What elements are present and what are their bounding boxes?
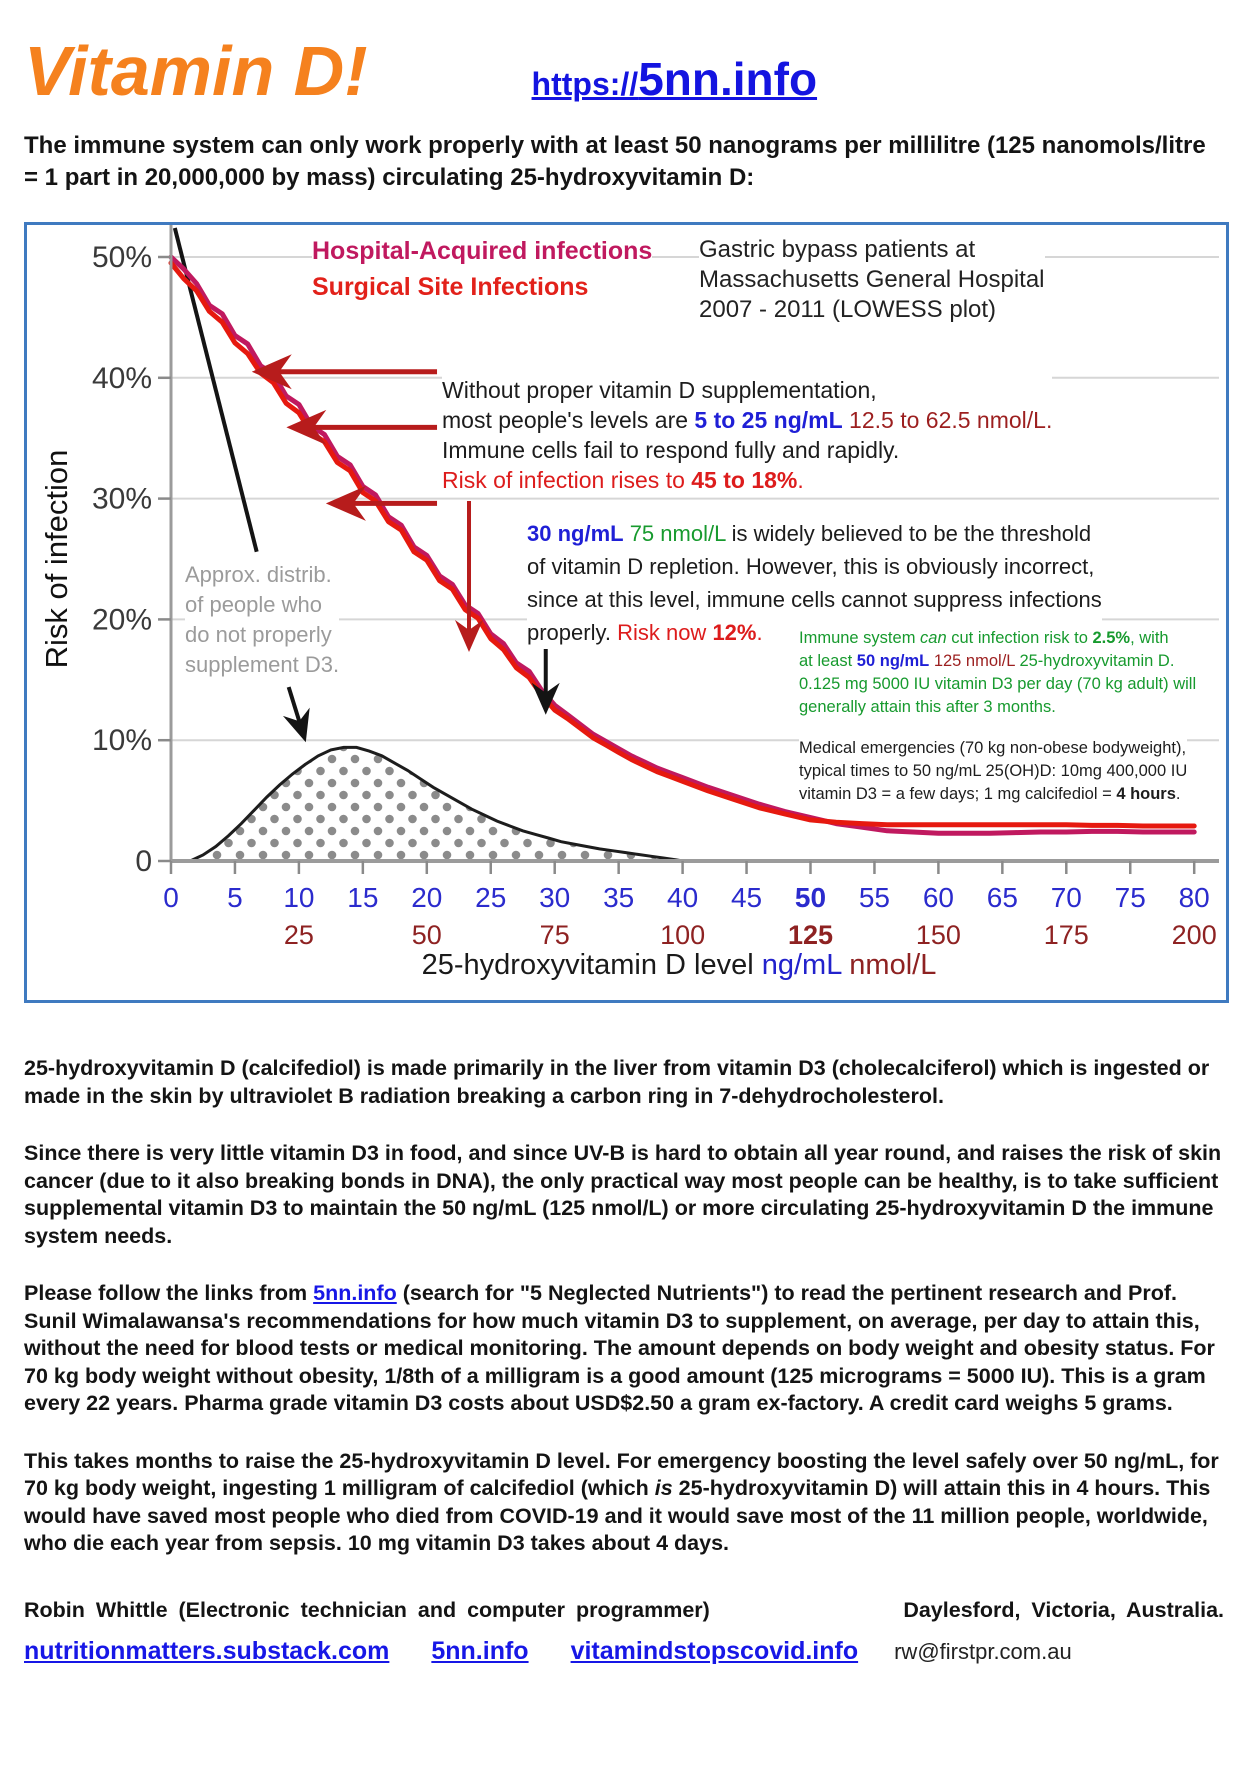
x-tick-ng: 70 <box>1051 882 1082 913</box>
chart-source-note: Gastric bypass patients at Massachusetts… <box>699 235 1045 325</box>
x-tick-nmol: 50 <box>412 920 442 950</box>
y-tick-label: 50% <box>92 241 152 274</box>
legend-hospital-acquired: Hospital-Acquired infections <box>312 237 653 266</box>
url-prefix: https:// <box>531 66 639 102</box>
x-tick-ng: 55 <box>859 882 890 913</box>
x-tick-ng: 15 <box>347 882 378 913</box>
distribution-layer <box>189 745 683 863</box>
x-tick-ng: 60 <box>923 882 954 913</box>
x-tick-ng: 5 <box>227 882 243 913</box>
x-tick-ng: 35 <box>603 882 634 913</box>
annotation-immune-system-green: Immune system can cut infection risk to … <box>799 627 1197 719</box>
infection-risk-chart: 0 10% 20% 30% 40% 50% 0 5 10 15 20 25 30 35 40 45 50 55 60… <box>24 222 1229 1003</box>
link-5nn-footer[interactable]: 5nn.info <box>431 1636 529 1665</box>
y-tick-label: 20% <box>92 603 152 636</box>
y-tick-label: 10% <box>92 724 152 757</box>
legend-surgical-site: Surgical Site Infections <box>312 273 589 302</box>
x-tick-nmol: 100 <box>660 920 705 950</box>
x-tick-nmol: 75 <box>540 920 570 950</box>
author-name: Robin Whittle (Electronic technician and… <box>24 1597 710 1622</box>
x-tick-nmol: 150 <box>916 920 961 950</box>
x-tick-ng: 30 <box>539 882 570 913</box>
x-tick-ng: 40 <box>667 882 698 913</box>
annotation-arrow-6 <box>282 686 310 743</box>
x-tick-nmol: 125 <box>788 920 833 950</box>
author-line: Robin Whittle (Electronic technician and… <box>24 1598 1224 1623</box>
tick-labels: 0 10% 20% 30% 40% 50% 0 5 10 15 20 25 30 35 40 45 50 55 60… <box>92 241 1217 950</box>
x-tick-nmol: 25 <box>284 920 314 950</box>
chart-canvas: 0 10% 20% 30% 40% 50% 0 5 10 15 20 25 30 35 40 45 50 55 60… <box>92 225 1219 950</box>
x-tick-ng: 80 <box>1179 882 1210 913</box>
axes <box>169 225 1219 863</box>
annotation-distribution-label: Approx. distrib. of people who do not pr… <box>185 560 340 680</box>
x-tick-ng: 75 <box>1115 882 1146 913</box>
annotation-without-supplementation: Without proper vitamin D supplementation… <box>442 375 1053 495</box>
paragraph-supplementation: Since there is very little vitamin D3 in… <box>24 1141 1222 1248</box>
y-tick-label: 0 <box>135 845 152 878</box>
page-title: Vitamin D! <box>24 32 368 110</box>
x-tick-ng: 25 <box>475 882 506 913</box>
x-axis-title: 25-hydroxyvitamin D level ng/mL nmol/L <box>421 949 937 981</box>
paragraph-emergency-boosting: This takes months to raise the 25-hydrox… <box>24 1448 1219 1556</box>
email-address: rw@firstpr.com.au <box>894 1638 1072 1664</box>
intro-text: The immune system can only work properly… <box>24 132 1206 191</box>
y-tick-label: 40% <box>92 362 152 395</box>
paragraph-calcifediol: 25-hydroxyvitamin D (calcifediol) is mad… <box>24 1056 1210 1108</box>
link-nutritionmatters-substack[interactable]: nutritionmatters.substack.com <box>24 1636 390 1665</box>
site-link-5nn-info[interactable]: https://5nn.info <box>532 52 818 106</box>
x-tick-nmol: 175 <box>1044 920 1089 950</box>
distribution-curve <box>189 745 683 863</box>
paragraph-research-links: Please follow the links from 5nn.info (s… <box>24 1281 1215 1415</box>
x-tick-ng: 0 <box>163 882 179 913</box>
x-tick-ng: 10 <box>283 882 314 913</box>
link-5nn-info-inline[interactable]: 5nn.info <box>313 1281 397 1305</box>
y-axis-title: Risk of infection <box>39 449 74 669</box>
x-tick-ng: 20 <box>411 882 442 913</box>
author-location: Daylesford, Victoria, Australia. <box>903 1597 1224 1622</box>
url-domain: 5nn.info <box>638 53 818 105</box>
annotation-arrows <box>251 354 560 743</box>
x-tick-ng: 45 <box>731 882 762 913</box>
x-tick-nmol: 200 <box>1172 920 1217 950</box>
y-tick-label: 30% <box>92 483 152 516</box>
x-tick-ng: 65 <box>987 882 1018 913</box>
x-tick-ng: 50 <box>795 882 826 913</box>
header: Vitamin D! https://5nn.info <box>24 28 1224 114</box>
annotation-medical-emergencies: Medical emergencies (70 kg non-obese bod… <box>799 737 1188 806</box>
link-vitamindstopscovid[interactable]: vitamindstopscovid.info <box>570 1636 859 1665</box>
footer-links: nutritionmatters.substack.com 5nn.info v… <box>24 1637 1224 1666</box>
